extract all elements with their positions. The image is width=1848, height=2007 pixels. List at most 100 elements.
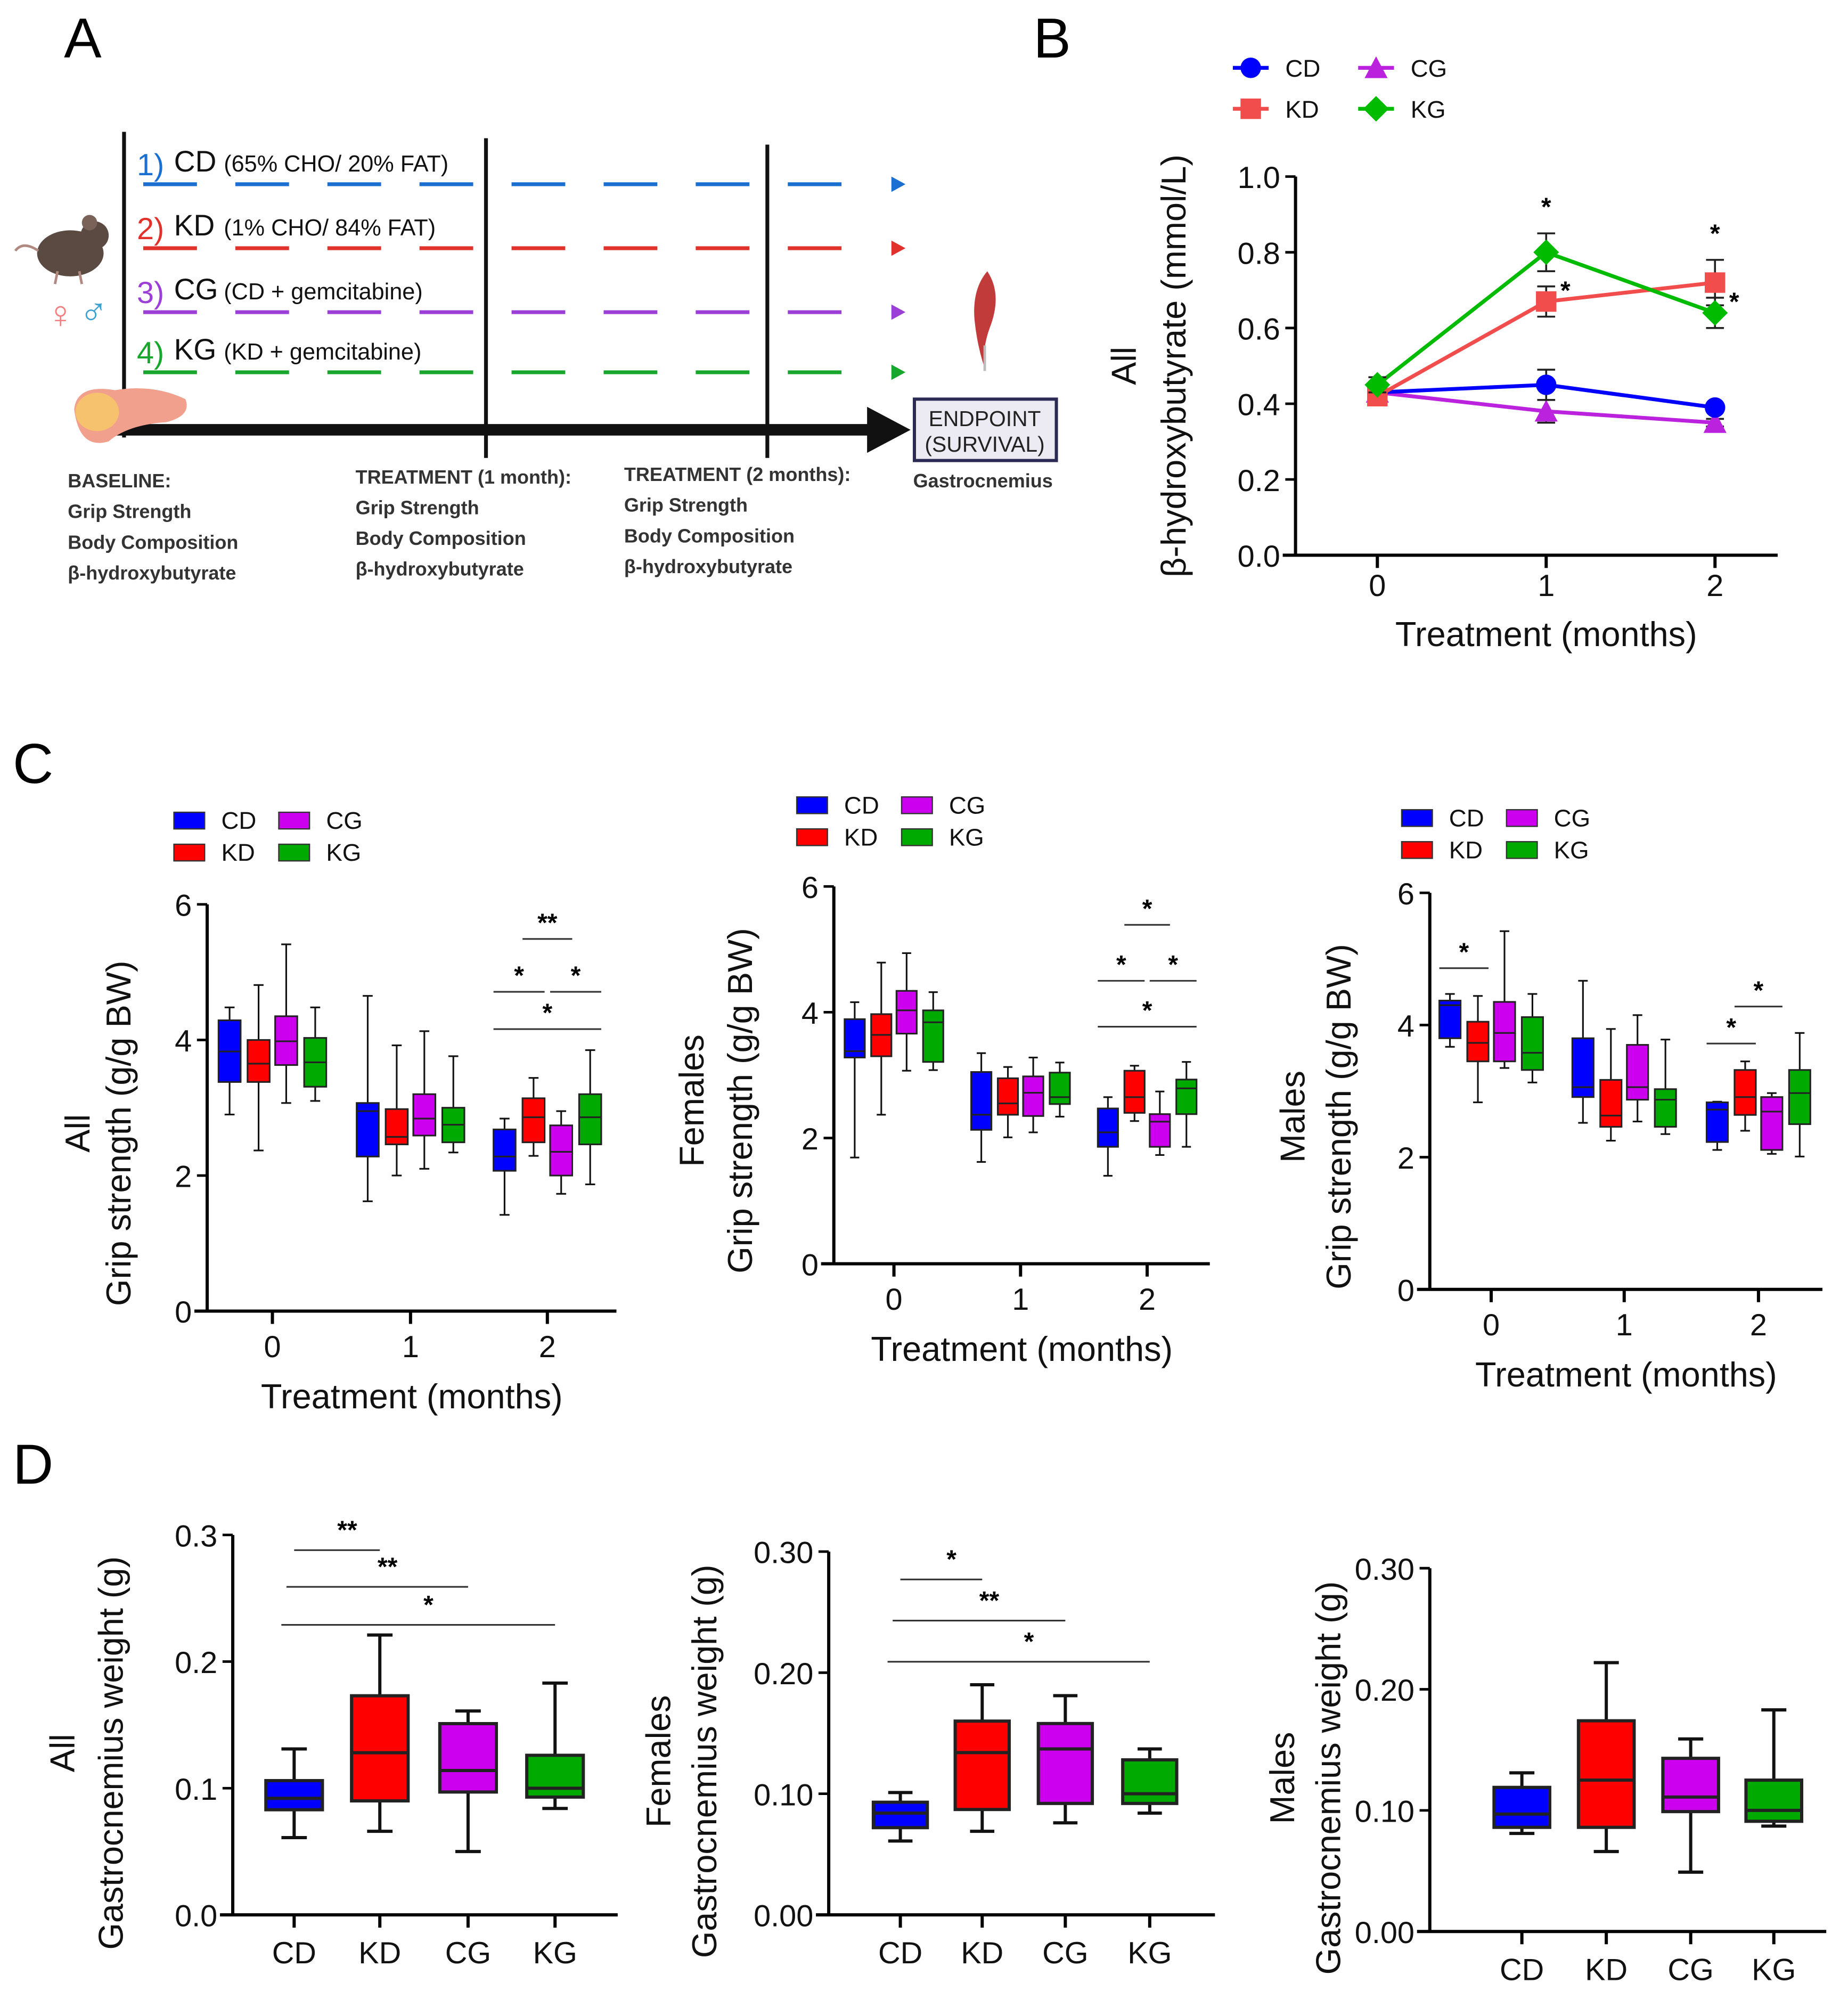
legend-label: CG [949, 792, 985, 819]
line-chart-bhb: 0.0 0.2 0.4 0.6 0.8 1.0 0 1 2 All β-hydroxybutyrat… [1104, 55, 1778, 654]
data-point [1705, 397, 1726, 418]
box-plot [1438, 993, 1462, 1048]
legend-marker-icon [1240, 58, 1261, 78]
legend-item-kd: KD [1232, 96, 1319, 123]
box-plot [385, 1045, 409, 1177]
box-plot [1626, 1014, 1649, 1123]
grip-strength-chart-males: 0 2 4 6 0 1 2 * * * Males Grip strength (g/g BW) Tre… [1273, 804, 1822, 1394]
significance-marker: * [1710, 219, 1720, 248]
y-axis-group-label: All [58, 1114, 97, 1153]
y-tick-label: 0.0 [175, 1899, 217, 1933]
measure-item: Grip Strength [624, 494, 748, 516]
data-point [1534, 399, 1558, 422]
box-plot [578, 1049, 602, 1186]
box-plot [1493, 930, 1516, 1069]
legend-item-cg: CG [278, 807, 363, 834]
significance-marker: * [514, 962, 524, 990]
legend-swatch [901, 828, 933, 846]
significance-marker: * [1560, 276, 1571, 305]
box-plot [871, 1791, 929, 1843]
x-tick-label: 2 [539, 1330, 556, 1364]
box-plot [1733, 1060, 1757, 1132]
significance-marker: * [1168, 951, 1178, 979]
y-tick-label: 4 [175, 1024, 192, 1058]
legend-label: KG [1554, 836, 1589, 863]
legend-swatch [901, 796, 933, 814]
iqr-box [1438, 999, 1462, 1039]
box-plot [438, 1709, 498, 1854]
series-kg [1364, 232, 1728, 398]
arrow-head-icon [891, 240, 906, 256]
box-plot [1049, 1062, 1071, 1117]
iqr-box [1036, 1722, 1094, 1805]
iqr-box [1661, 1757, 1720, 1814]
female-symbol-icon: ♀ [46, 293, 75, 336]
box-plot [1121, 1747, 1179, 1815]
box-plot [1175, 1061, 1198, 1148]
y-tick-label: 0 [802, 1248, 819, 1282]
iqr-box [578, 1093, 602, 1146]
legend-label: CG [1554, 804, 1590, 831]
series-cd [1438, 980, 1729, 1151]
panel-label-c: C [13, 732, 53, 795]
significance-marker: * [946, 1546, 956, 1574]
iqr-box [1466, 1021, 1490, 1063]
legend-item-cd: CD [796, 792, 879, 819]
series-cg [895, 952, 1171, 1156]
series-kd [870, 961, 1146, 1138]
gastrocnemius-chart-all: 0.00.10.20.3CD KD CG KG*****All Gastrocnemiu… [43, 1516, 618, 1970]
x-tick-label: CG [1667, 1953, 1713, 1987]
box-plot [350, 1633, 410, 1833]
iqr-box [247, 1039, 271, 1083]
endpoint-tissue-label: Gastrocnemius [913, 470, 1053, 492]
y-tick-label: 2 [802, 1122, 819, 1156]
group-description: (65% CHO/ 20% FAT) [224, 151, 448, 177]
significance-marker: * [423, 1591, 434, 1619]
box-plot [1744, 1708, 1804, 1828]
significance-marker: ** [337, 1516, 357, 1545]
group-description: (1% CHO/ 84% FAT) [224, 215, 436, 241]
group-number: 4) [137, 336, 164, 370]
measure-item: Grip Strength [356, 496, 479, 518]
iqr-box [1744, 1778, 1804, 1823]
iqr-box [1022, 1075, 1044, 1117]
timepoint-measures: TREATMENT (1 month): Grip Strength Body Co… [356, 466, 571, 580]
y-axis-title: Gastrocnemius weight (g) [92, 1556, 130, 1950]
series-kd [1466, 995, 1757, 1142]
legend-label: KD [221, 839, 255, 866]
legend-item-kd: KD [1401, 836, 1483, 863]
box-plot [412, 1030, 437, 1170]
x-tick-label: 0 [886, 1283, 903, 1317]
data-point [1703, 411, 1727, 433]
x-tick-label: CD [1500, 1953, 1544, 1987]
box-plot [1571, 980, 1594, 1124]
y-axis-title: Grip strength (g/g BW) [721, 928, 759, 1273]
y-tick-label: 0.20 [1355, 1674, 1414, 1708]
box-plot [1599, 1028, 1623, 1142]
x-tick-label: KD [961, 1936, 1003, 1970]
iqr-box [1049, 1072, 1071, 1105]
y-tick-label: 6 [1397, 877, 1414, 911]
iqr-box [1626, 1044, 1649, 1101]
arrow-head-icon [891, 176, 906, 192]
iqr-box [521, 1097, 546, 1144]
timepoint-title: BASELINE: [68, 470, 171, 492]
x-tick-label: 1 [1538, 569, 1555, 603]
y-axis-group-label: Males [1273, 1071, 1312, 1163]
panel-label-d: D [13, 1433, 53, 1496]
x-tick-label: 0 [1483, 1308, 1500, 1342]
measure-item: Body Composition [624, 525, 795, 546]
y-tick-label: 0.2 [1238, 464, 1280, 498]
timepoint-measures: TREATMENT (2 months): Grip Strength Body C… [624, 463, 851, 577]
legend-item-kg: KG [278, 839, 361, 866]
x-tick-label: 2 [1706, 569, 1723, 603]
endpoint-label: ENDPOINT [929, 406, 1041, 431]
legend-item-cg: CG [901, 792, 985, 819]
legend-marker-icon [1363, 96, 1389, 122]
iqr-box [1121, 1758, 1179, 1805]
measure-item: β-hydroxybutyrate [624, 556, 792, 577]
mouse-icon [14, 215, 109, 284]
x-tick-label: 2 [1139, 1283, 1156, 1317]
significance-marker: * [1729, 288, 1739, 316]
significance-marker: * [1116, 951, 1126, 979]
